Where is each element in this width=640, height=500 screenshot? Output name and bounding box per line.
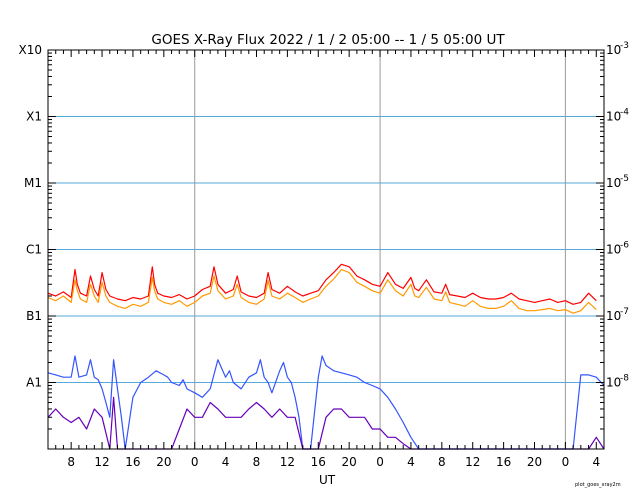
x-tick-label: 8 (438, 455, 446, 469)
y-class-label: X1 (26, 110, 42, 124)
y-flux-label-base: 10 (606, 43, 621, 57)
y-flux-label-exponent: -4 (620, 108, 629, 118)
x-tick-label: 8 (253, 455, 261, 469)
x-tick-label: 0 (191, 455, 199, 469)
y-flux-label-base: 10 (606, 243, 621, 257)
x-tick-label: 8 (67, 455, 75, 469)
grid-layer (48, 50, 604, 449)
tick-layer (48, 50, 604, 450)
y-flux-label-exponent: -5 (620, 174, 629, 184)
y-flux-label-base: 10 (606, 309, 621, 323)
y-flux-label-base: 10 (606, 176, 621, 190)
x-tick-label: 20 (342, 455, 357, 469)
y-class-label: X10 (19, 43, 43, 57)
y-flux-label-exponent: -3 (620, 41, 629, 51)
x-tick-label: 0 (376, 455, 384, 469)
x-tick-label: 16 (311, 455, 326, 469)
plot-annotation: plot_goes_xray2m (575, 482, 621, 488)
y-class-label: M1 (24, 176, 42, 190)
x-tick-label: 4 (407, 455, 415, 469)
x-axis-label: UT (319, 473, 336, 487)
x-tick-label: 0 (562, 455, 570, 469)
x-tick-label: 16 (496, 455, 511, 469)
x-tick-label: 4 (592, 455, 600, 469)
y-class-label: C1 (26, 243, 42, 257)
series-layer (47, 263, 605, 450)
series-line-3 (47, 355, 605, 450)
series-line-2 (47, 268, 597, 314)
x-tick-label: 4 (222, 455, 230, 469)
chart-title: GOES X-Ray Flux 2022 / 1 / 2 05:00 -- 1 … (151, 32, 505, 48)
y-flux-label-base: 10 (606, 110, 621, 124)
x-tick-label: 12 (280, 455, 295, 469)
label-layer: 8 12 16 20 0 4 8 12 16 20 0 4 8 12 16 20 0 4 X10 X1 M1 C1 B1 A1… (19, 41, 630, 469)
x-tick-label: 12 (94, 455, 109, 469)
series-line-1 (47, 263, 597, 305)
x-tick-label: 20 (156, 455, 171, 469)
y-class-label: A1 (26, 376, 42, 390)
x-tick-label: 20 (527, 455, 542, 469)
y-class-label: B1 (26, 309, 42, 323)
y-flux-label-base: 10 (606, 376, 621, 390)
y-flux-label-exponent: -8 (620, 374, 629, 384)
y-flux-label-exponent: -7 (620, 307, 629, 317)
x-tick-label: 16 (125, 455, 140, 469)
x-tick-label: 12 (465, 455, 480, 469)
y-flux-label-exponent: -6 (620, 241, 629, 251)
